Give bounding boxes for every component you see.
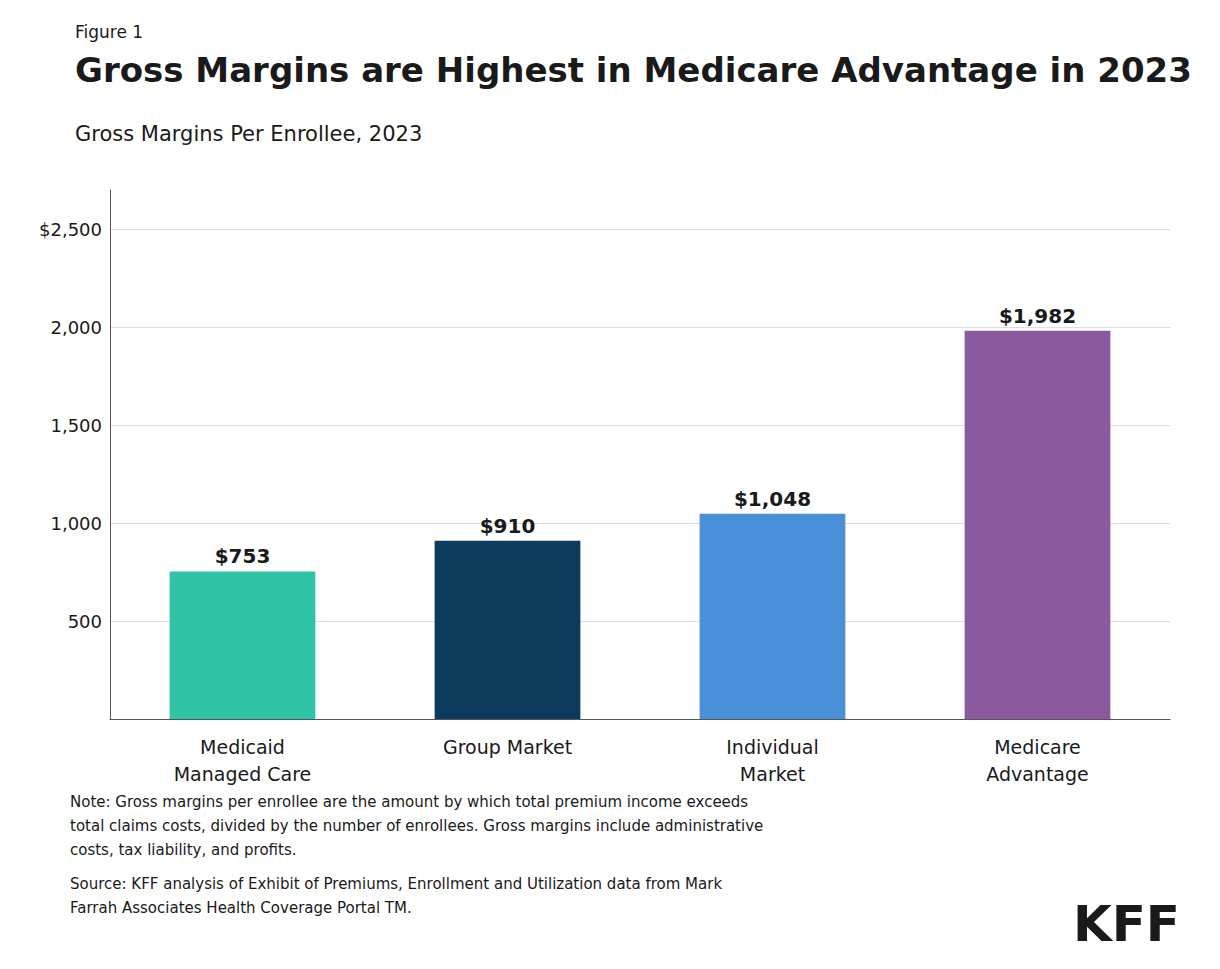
- svg-text:Medicaid: Medicaid: [200, 736, 285, 758]
- svg-text:Note: Gross margins per enroll: Note: Gross margins per enrollee are the…: [70, 793, 748, 811]
- svg-text:Farrah Associates Health Cover: Farrah Associates Health Coverage Portal…: [70, 899, 412, 917]
- svg-text:$2,500: $2,500: [39, 219, 102, 240]
- svg-text:Individual: Individual: [726, 736, 819, 758]
- svg-text:1,000: 1,000: [50, 513, 102, 534]
- svg-text:costs, tax liability, and prof: costs, tax liability, and profits.: [70, 841, 296, 859]
- svg-text:Group Market: Group Market: [443, 736, 572, 758]
- svg-text:2,000: 2,000: [50, 317, 102, 338]
- svg-text:$1,048: $1,048: [734, 487, 811, 511]
- svg-text:Source: KFF analysis of Exhibi: Source: KFF analysis of Exhibit of Premi…: [70, 875, 722, 893]
- svg-text:Medicare: Medicare: [994, 736, 1081, 758]
- svg-text:$1,982: $1,982: [999, 304, 1076, 328]
- svg-text:Advantage: Advantage: [986, 763, 1089, 785]
- svg-text:total claims costs, divided by: total claims costs, divided by the numbe…: [70, 817, 763, 835]
- svg-text:$910: $910: [480, 514, 536, 538]
- svg-text:$753: $753: [215, 544, 271, 568]
- svg-text:KFF: KFF: [1073, 895, 1180, 953]
- svg-text:Managed Care: Managed Care: [174, 763, 312, 785]
- svg-text:500: 500: [68, 611, 102, 632]
- svg-text:1,500: 1,500: [50, 415, 102, 436]
- svg-text:Gross Margins Per Enrollee, 20: Gross Margins Per Enrollee, 2023: [75, 122, 422, 146]
- svg-text:Figure 1: Figure 1: [75, 22, 143, 42]
- svg-text:Gross Margins are Highest in M: Gross Margins are Highest in Medicare Ad…: [75, 50, 1192, 90]
- svg-text:Market: Market: [740, 763, 805, 785]
